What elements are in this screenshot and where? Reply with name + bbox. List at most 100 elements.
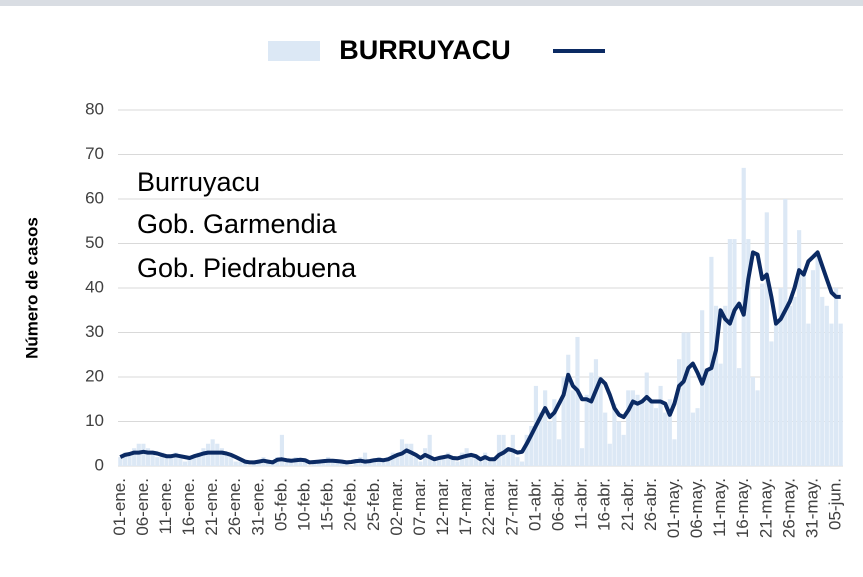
bar bbox=[727, 239, 732, 466]
bar bbox=[829, 323, 834, 466]
bar bbox=[547, 421, 552, 466]
x-tick-label: 31-may. bbox=[802, 478, 821, 538]
bar bbox=[667, 399, 672, 466]
bar bbox=[603, 412, 608, 466]
bar bbox=[686, 332, 691, 466]
bar bbox=[469, 457, 474, 466]
bar bbox=[432, 461, 437, 466]
bar bbox=[653, 408, 659, 466]
bar bbox=[164, 457, 169, 466]
bar bbox=[552, 399, 557, 466]
bar bbox=[704, 368, 709, 466]
bar bbox=[584, 394, 589, 466]
bar bbox=[570, 390, 575, 466]
bar bbox=[815, 256, 820, 466]
bar bbox=[626, 390, 631, 466]
x-tick-label: 06-abr. bbox=[548, 478, 567, 531]
bar bbox=[810, 270, 816, 466]
bar bbox=[635, 394, 640, 466]
bar bbox=[769, 341, 774, 466]
bar bbox=[233, 461, 238, 466]
y-tick-label: 50 bbox=[85, 233, 104, 252]
bar bbox=[205, 443, 211, 466]
x-tick-label: 06-ene. bbox=[133, 478, 152, 536]
y-axis-label: Número de casos bbox=[22, 217, 41, 359]
bar bbox=[695, 408, 700, 466]
bar bbox=[700, 310, 705, 466]
bar bbox=[238, 461, 243, 466]
bar bbox=[150, 452, 155, 466]
y-tick-label: 80 bbox=[85, 99, 104, 118]
bar bbox=[580, 448, 585, 466]
x-tick-label: 26-may. bbox=[779, 478, 798, 538]
x-tick-label: 21-may. bbox=[756, 478, 775, 538]
bar bbox=[566, 354, 571, 466]
bar bbox=[732, 239, 737, 466]
bar bbox=[441, 457, 446, 466]
legend-swatch-bar bbox=[268, 41, 320, 61]
bar bbox=[723, 305, 728, 466]
x-tick-label: 06-may. bbox=[687, 478, 706, 538]
bar bbox=[321, 461, 326, 466]
bar bbox=[196, 452, 201, 466]
x-tick-label: 22-mar. bbox=[479, 478, 498, 536]
chart-title: BURRUYACU bbox=[339, 35, 511, 65]
bar bbox=[302, 461, 308, 466]
x-tick-label: 12-mar. bbox=[433, 478, 452, 536]
bar bbox=[279, 434, 285, 466]
bar bbox=[155, 457, 160, 466]
bar bbox=[381, 461, 386, 466]
bar bbox=[797, 230, 802, 466]
bar bbox=[487, 461, 492, 466]
x-tick-label: 16-ene. bbox=[179, 478, 198, 536]
bar bbox=[409, 443, 414, 466]
x-tick-label: 25-feb. bbox=[364, 478, 383, 531]
bar bbox=[367, 461, 372, 466]
bar bbox=[538, 412, 543, 466]
bar bbox=[556, 439, 562, 466]
bar bbox=[773, 319, 779, 466]
bar bbox=[145, 448, 151, 466]
bar bbox=[741, 167, 746, 466]
bar bbox=[473, 457, 478, 466]
x-tick-label: 16-may. bbox=[733, 478, 752, 538]
bar bbox=[649, 399, 654, 466]
top-border bbox=[0, 0, 863, 6]
bar bbox=[575, 336, 580, 466]
y-tick-label: 0 bbox=[95, 455, 104, 474]
x-tick-label: 01-ene. bbox=[110, 478, 129, 536]
bar bbox=[824, 305, 829, 466]
bar bbox=[676, 359, 682, 466]
bar bbox=[663, 412, 668, 466]
y-tick-label: 30 bbox=[85, 322, 104, 341]
y-tick-label: 20 bbox=[85, 366, 104, 385]
bar bbox=[506, 448, 511, 466]
bar bbox=[335, 461, 340, 466]
bar bbox=[187, 457, 192, 466]
bar bbox=[755, 390, 760, 466]
x-tick-label: 11-abr. bbox=[572, 478, 591, 530]
bar bbox=[436, 457, 442, 466]
x-tick-label: 05-jun. bbox=[826, 478, 845, 530]
y-tick-label: 70 bbox=[85, 144, 104, 163]
bar bbox=[127, 452, 132, 466]
x-tick-label: 01-abr. bbox=[525, 478, 544, 531]
bar bbox=[413, 457, 418, 466]
bar bbox=[612, 403, 617, 466]
bar bbox=[427, 434, 432, 466]
annotation: Gob. Piedrabuena bbox=[137, 253, 357, 283]
bar bbox=[519, 461, 525, 466]
bar bbox=[496, 434, 502, 466]
y-tick-label: 10 bbox=[85, 411, 104, 430]
bar bbox=[224, 452, 229, 466]
bar bbox=[182, 461, 188, 466]
x-tick-label: 26-ene. bbox=[225, 478, 244, 536]
bar bbox=[256, 461, 261, 466]
bar bbox=[598, 377, 603, 466]
bar bbox=[219, 448, 224, 466]
bar bbox=[455, 461, 460, 466]
x-tick-label: 11-may. bbox=[710, 478, 729, 537]
bar bbox=[418, 461, 423, 466]
bar bbox=[395, 457, 400, 466]
